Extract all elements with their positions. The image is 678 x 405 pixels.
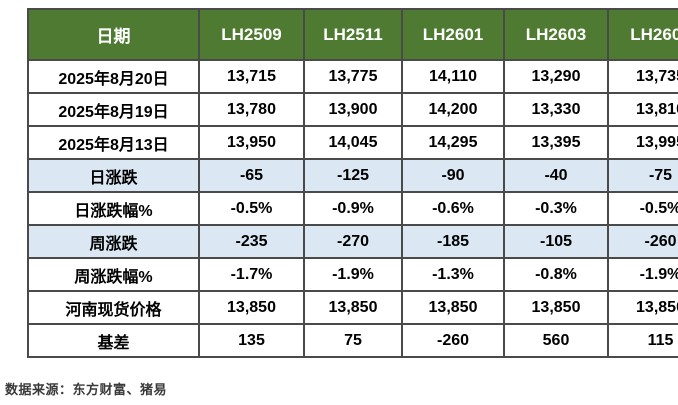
table-cell: 13,850 — [607, 290, 678, 325]
table-cell: 13,735 — [607, 59, 678, 94]
table-cell: -40 — [503, 158, 609, 193]
table-cell: 135 — [198, 323, 305, 358]
table-cell: 13,850 — [503, 290, 609, 325]
table-cell: -1.9% — [607, 257, 678, 292]
row-label: 周涨跌 — [27, 224, 200, 259]
table-cell: 13,850 — [303, 290, 403, 325]
row-label: 2025年8月13日 — [27, 125, 200, 160]
table-cell: -105 — [503, 224, 609, 259]
table-cell: 13,715 — [198, 59, 305, 94]
row-label: 日涨跌幅% — [27, 191, 200, 226]
table-cell: 13,810 — [607, 92, 678, 127]
table-cell: -0.5% — [607, 191, 678, 226]
table-row-henan-spot-price: 河南现货价格 13,850 13,850 13,850 13,850 13,85… — [27, 290, 678, 325]
row-label: 日涨跌 — [27, 158, 200, 193]
table-cell: -0.8% — [503, 257, 609, 292]
table-cell: 14,110 — [401, 59, 505, 94]
row-label: 2025年8月20日 — [27, 59, 200, 94]
table-cell: 14,200 — [401, 92, 505, 127]
table-cell: 14,295 — [401, 125, 505, 160]
table-cell: -235 — [198, 224, 305, 259]
column-header-lh2601: LH2601 — [401, 8, 505, 61]
table-cell: -185 — [401, 224, 505, 259]
column-header-lh2511: LH2511 — [303, 8, 403, 61]
table-row-basis: 基差 135 75 -260 560 115 — [27, 323, 678, 358]
data-source-note: 数据来源：东方财富、猪易 — [5, 383, 168, 398]
table-cell: 13,775 — [303, 59, 403, 94]
table-cell: -270 — [303, 224, 403, 259]
table-cell: -90 — [401, 158, 505, 193]
table-cell: -75 — [607, 158, 678, 193]
table-cell: -125 — [303, 158, 403, 193]
table-cell: 13,850 — [198, 290, 305, 325]
table-cell: -260 — [401, 323, 505, 358]
table-cell: -1.9% — [303, 257, 403, 292]
table-row-weekly-change-pct: 周涨跌幅% -1.7% -1.9% -1.3% -0.8% -1.9% — [27, 257, 678, 292]
table-row-daily-change: 日涨跌 -65 -125 -90 -40 -75 — [27, 158, 678, 193]
row-label: 周涨跌幅% — [27, 257, 200, 292]
table-header-row: 日期 LH2509 LH2511 LH2601 LH2603 LH2605 — [27, 8, 678, 61]
table-cell: -0.3% — [503, 191, 609, 226]
table-row-weekly-change: 周涨跌 -235 -270 -185 -105 -260 — [27, 224, 678, 259]
table-row-date-0820: 2025年8月20日 13,715 13,775 14,110 13,290 1… — [27, 59, 678, 94]
row-label: 2025年8月19日 — [27, 92, 200, 127]
row-label: 河南现货价格 — [27, 290, 200, 325]
table-cell: 115 — [607, 323, 678, 358]
table-cell: 13,290 — [503, 59, 609, 94]
table-row-date-0813: 2025年8月13日 13,950 14,045 14,295 13,395 1… — [27, 125, 678, 160]
table-cell: 14,045 — [303, 125, 403, 160]
table-cell: -0.6% — [401, 191, 505, 226]
table-cell: 13,395 — [503, 125, 609, 160]
table-cell: 13,330 — [503, 92, 609, 127]
table-cell: 13,950 — [198, 125, 305, 160]
table-cell: 13,780 — [198, 92, 305, 127]
column-header-date: 日期 — [27, 8, 200, 61]
futures-price-table-wrap: 日期 LH2509 LH2511 LH2601 LH2603 LH2605 20… — [27, 8, 678, 358]
table-cell: 75 — [303, 323, 403, 358]
table-cell: -1.3% — [401, 257, 505, 292]
row-label: 基差 — [27, 323, 200, 358]
table-cell: 13,995 — [607, 125, 678, 160]
table-row-date-0819: 2025年8月19日 13,780 13,900 14,200 13,330 1… — [27, 92, 678, 127]
table-cell: 13,900 — [303, 92, 403, 127]
table-cell: -0.5% — [198, 191, 305, 226]
column-header-lh2603: LH2603 — [503, 8, 609, 61]
column-header-lh2605: LH2605 — [607, 8, 678, 61]
table-cell: -1.7% — [198, 257, 305, 292]
table-cell: 560 — [503, 323, 609, 358]
table-cell: -65 — [198, 158, 305, 193]
table-cell: -0.9% — [303, 191, 403, 226]
table-row-daily-change-pct: 日涨跌幅% -0.5% -0.9% -0.6% -0.3% -0.5% — [27, 191, 678, 226]
table-cell: 13,850 — [401, 290, 505, 325]
futures-price-table: 日期 LH2509 LH2511 LH2601 LH2603 LH2605 20… — [27, 8, 678, 358]
column-header-lh2509: LH2509 — [198, 8, 305, 61]
table-cell: -260 — [607, 224, 678, 259]
